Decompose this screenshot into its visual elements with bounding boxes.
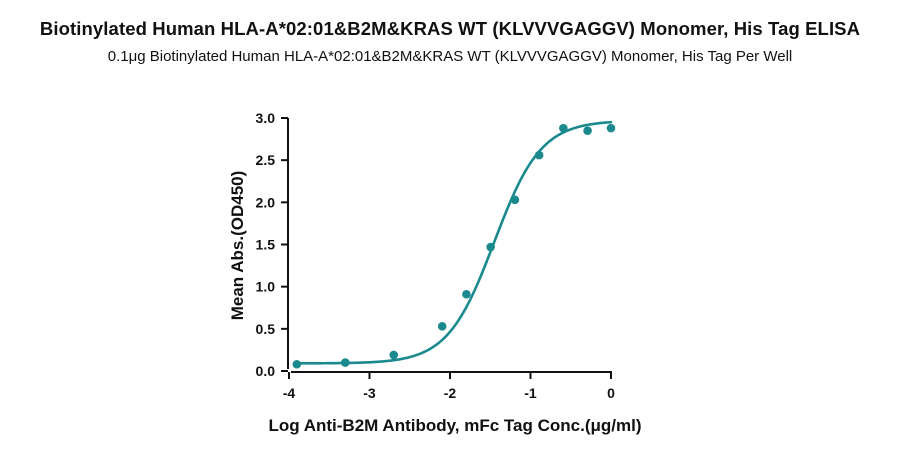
chart-title: Biotinylated Human HLA-A*02:01&B2M&KRAS … [39, 18, 861, 39]
y-tick-label: 3.0 [256, 110, 276, 126]
data-point [437, 322, 447, 331]
y-axis-title: Mean Abs.(OD450) [228, 171, 247, 321]
data-point [292, 359, 302, 369]
y-tick-label: 1.5 [256, 237, 276, 253]
y-tick-label: 1.0 [256, 279, 276, 295]
data-point [606, 123, 616, 133]
data-point [510, 195, 520, 205]
y-tick-label: 2.0 [256, 194, 276, 210]
y-tick-label: 0.0 [256, 363, 276, 379]
data-point [486, 242, 495, 252]
data-point [583, 126, 592, 135]
chart-subtitle: 0.1μg Biotinylated Human HLA-A*02:01&B2M… [107, 48, 793, 65]
tick-labels: 0.0 0.5 1.0 1.5 2.0 2.5 3.0 -4 -3 -2 -1 0 [256, 110, 616, 401]
x-tick-label: -4 [283, 385, 296, 401]
x-tick-label: 0 [607, 385, 615, 401]
x-tick-label: -3 [363, 385, 376, 401]
data-point [389, 350, 399, 360]
fit-curve-group [295, 120, 613, 365]
data-point [462, 289, 471, 299]
x-tick-label: -2 [444, 385, 457, 401]
axes [281, 117, 612, 379]
x-tick-label: -1 [524, 385, 537, 401]
y-tick-label: 2.5 [256, 152, 276, 168]
data-point [340, 358, 350, 367]
fit-curve [295, 120, 613, 365]
data-point [534, 150, 544, 160]
data-points [292, 123, 616, 369]
x-axis-title: Log Anti-B2M Antibody, mFc Tag Conc.(μg/… [268, 416, 641, 435]
data-point [559, 123, 568, 133]
y-tick-label: 0.5 [256, 321, 276, 337]
